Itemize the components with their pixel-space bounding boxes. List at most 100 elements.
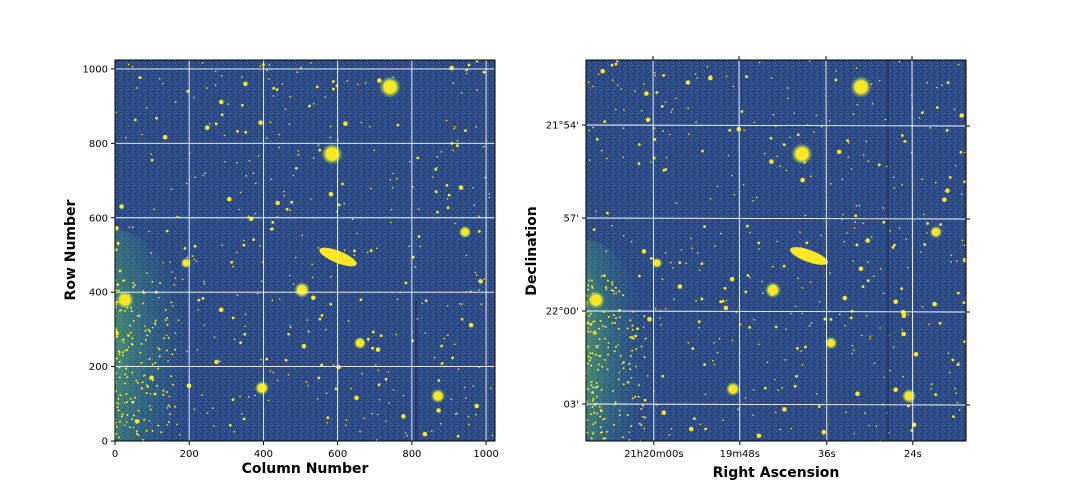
star — [412, 186, 414, 188]
star — [197, 309, 199, 311]
star — [929, 127, 932, 129]
star — [954, 387, 956, 390]
star — [150, 252, 153, 254]
star — [266, 137, 268, 139]
star — [721, 299, 725, 303]
star — [160, 431, 163, 434]
star — [598, 363, 601, 366]
star — [433, 356, 436, 359]
star — [228, 423, 232, 427]
star — [325, 392, 328, 395]
y-tick-label: 0 — [102, 437, 108, 448]
star — [268, 64, 271, 66]
star — [128, 346, 130, 349]
star — [886, 165, 888, 168]
star — [489, 387, 492, 389]
star — [821, 429, 827, 435]
x-tick-label: 800 — [402, 449, 421, 460]
star — [774, 411, 777, 414]
star — [144, 325, 146, 328]
bright-star — [827, 339, 835, 347]
star — [725, 75, 728, 78]
star — [753, 319, 755, 321]
star — [631, 324, 634, 327]
star — [195, 260, 198, 263]
star — [903, 140, 907, 143]
y-tick-label: 400 — [89, 288, 108, 299]
star — [606, 279, 609, 282]
star — [628, 431, 630, 433]
star — [115, 289, 118, 292]
star — [613, 293, 615, 295]
star — [889, 369, 891, 372]
star — [136, 430, 138, 433]
dec-tick-label: 03' — [564, 400, 579, 411]
star — [453, 127, 455, 130]
star — [852, 113, 855, 115]
star — [295, 166, 298, 170]
star — [636, 327, 639, 331]
star — [758, 61, 761, 64]
star — [810, 175, 812, 177]
star — [587, 355, 590, 358]
x-tick-label: 400 — [254, 449, 273, 460]
star — [346, 80, 349, 82]
star — [402, 394, 405, 397]
star — [591, 321, 594, 323]
star — [131, 65, 134, 68]
star — [376, 247, 378, 250]
x-tick: 800 — [402, 441, 421, 460]
star — [587, 288, 590, 291]
star — [144, 329, 147, 332]
star — [174, 277, 177, 279]
star — [808, 60, 811, 62]
star — [143, 418, 146, 421]
star — [586, 330, 589, 333]
star — [270, 178, 272, 180]
star — [882, 207, 884, 209]
y-tick-label: 1000 — [83, 64, 108, 75]
star — [474, 271, 477, 274]
star — [629, 354, 632, 357]
star — [201, 297, 205, 300]
star — [622, 361, 625, 364]
star — [118, 289, 120, 292]
star — [617, 327, 620, 330]
sky-image — [586, 60, 966, 441]
star — [603, 417, 606, 420]
star — [121, 339, 124, 342]
star — [336, 364, 341, 370]
star — [758, 248, 760, 250]
star — [695, 121, 697, 123]
star — [638, 274, 641, 278]
star — [147, 385, 150, 388]
star — [185, 182, 188, 185]
star — [320, 363, 324, 367]
star — [124, 382, 126, 385]
star — [817, 405, 821, 408]
star — [815, 114, 818, 117]
star — [123, 279, 126, 282]
star — [748, 326, 751, 329]
sky-image-panel: 21h20m00s 19m48s 36s 24s 21°54' 57' 22°00' 03'… — [524, 56, 970, 481]
star — [599, 319, 602, 322]
star — [841, 178, 844, 181]
star — [151, 326, 154, 329]
star — [272, 86, 276, 90]
star — [800, 177, 805, 183]
star — [252, 172, 255, 174]
star — [790, 312, 792, 315]
star — [214, 359, 219, 365]
star — [813, 131, 815, 133]
star — [434, 190, 438, 194]
star — [396, 123, 400, 127]
stars — [586, 60, 966, 441]
star — [948, 176, 952, 179]
star — [259, 244, 262, 247]
star — [771, 265, 774, 268]
star — [714, 245, 716, 247]
star — [163, 337, 166, 340]
star — [586, 362, 589, 365]
star — [166, 317, 169, 319]
star — [126, 414, 129, 416]
